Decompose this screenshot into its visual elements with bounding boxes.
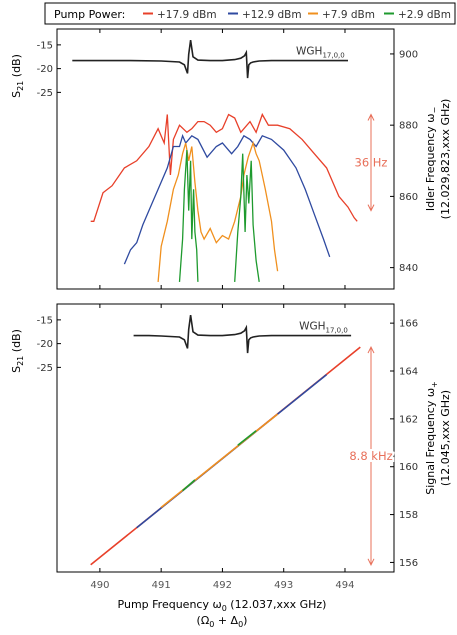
reference-name-sub: 17,0,0 <box>326 327 348 335</box>
x-tick-label-0: 490 <box>90 580 109 591</box>
left-label-sub: 21 <box>16 356 25 366</box>
right-tick-label-1: 880 <box>399 121 418 132</box>
x-tick-label-2: 492 <box>213 580 232 591</box>
annotation-label: 36 Hz <box>355 156 388 170</box>
legend-box <box>44 2 456 25</box>
right-label-main: Idler Frequency ω <box>424 114 437 212</box>
right-tick-label-3: 840 <box>399 263 418 274</box>
left-axis-label: S21 (dB) <box>10 329 25 373</box>
plot-frame <box>56 28 395 290</box>
legend-label-0: +17.9 dBm <box>157 9 217 21</box>
series-3-b <box>234 153 260 282</box>
reference-trace <box>72 39 348 79</box>
right-tick-label-2: 162 <box>399 414 418 425</box>
series-0 <box>90 112 358 222</box>
right-axis-label-line2: (12.045,xxx GHz) <box>439 390 452 486</box>
annotation-arrow-bottom <box>367 558 375 566</box>
right-tick-label-0: 900 <box>399 49 418 60</box>
left-tick-label-2: -25 <box>37 88 53 99</box>
left-label-rest: (dB) <box>10 54 23 81</box>
annotation-label: 8.8 kHz <box>349 449 392 463</box>
right-tick-label-2: 860 <box>399 192 418 203</box>
x-tick-label-1: 491 <box>152 580 171 591</box>
x-label-main: Pump Frequency ω <box>118 598 222 611</box>
right-axis-label-line1: Signal Frequency ω+ <box>424 381 439 495</box>
x-label2-sub1: 0 <box>209 620 214 629</box>
right-label-sub: − <box>430 107 439 114</box>
legend: Pump Power: +17.9 dBm +12.9 dBm +7.9 dBm +2… <box>44 2 456 25</box>
reference-name: WGH <box>296 46 322 58</box>
left-label-main: S <box>10 366 23 373</box>
left-axis-label: S21 (dB) <box>10 54 25 98</box>
x-label-sub: 0 <box>222 604 227 613</box>
left-tick-label-0: -15 <box>37 40 53 51</box>
series-2 <box>160 413 279 509</box>
right-tick-label-4: 158 <box>399 510 418 521</box>
right-label-main: Signal Frequency ω <box>424 388 437 495</box>
right-tick-label-3: 160 <box>399 462 418 473</box>
right-tick-label-0: 166 <box>399 319 418 330</box>
series-3-b <box>237 430 257 446</box>
x-label2-open: (Ω <box>197 614 210 627</box>
x-tick-label-3: 493 <box>274 580 293 591</box>
x-label2-sub2: 0 <box>238 620 243 629</box>
right-axis-label-line1: Idler Frequency ω− <box>424 107 439 211</box>
left-tick-label-1: -20 <box>37 339 53 350</box>
x-label-rest: (12.037,xxx GHz) <box>227 598 327 611</box>
left-label-sub: 21 <box>16 81 25 91</box>
legend-label-3: +2.9 dBm <box>398 9 451 21</box>
legend-label-1: +12.9 dBm <box>242 9 302 21</box>
bottom-panel: -15 -20 -25 S21 (dB) 166 164 162 160 158 156 Signa… <box>10 303 452 573</box>
series-2 <box>157 140 279 282</box>
svg-text:Pump Frequency ω0 (12.037,xxx: Pump Frequency ω0 (12.037,xxx GHz) <box>118 598 327 613</box>
annotation-arrow-top <box>367 345 375 354</box>
right-tick-label-5: 156 <box>399 558 418 569</box>
svg-text:(Ω0 + Δ0): (Ω0 + Δ0) <box>197 614 248 629</box>
left-tick-label-2: -25 <box>37 363 53 374</box>
reference-trace <box>133 314 352 354</box>
reference-name-sub: 17,0,0 <box>322 52 344 60</box>
right-axis-label-line2: (12.029,823,xxx GHz) <box>439 99 452 220</box>
x-tick-labels: 490 491 492 493 494 <box>90 580 354 591</box>
plot-frame <box>56 303 395 573</box>
right-tick-label-1: 164 <box>399 367 418 378</box>
x-axis-label: Pump Frequency ω0 (12.037,xxx GHz) (Ω0 +… <box>118 598 327 629</box>
reference-name: WGH <box>299 321 325 333</box>
left-label-main: S <box>10 91 23 98</box>
right-label-sub: + <box>430 381 439 388</box>
legend-title: Pump Power: <box>54 8 125 21</box>
left-label-rest: (dB) <box>10 329 23 356</box>
annotation-arrow-top <box>367 113 375 121</box>
left-tick-label-1: -20 <box>37 64 53 75</box>
series-3 <box>178 150 199 282</box>
x-label2-close: ) <box>243 614 247 627</box>
reference-trace-label: WGH17,0,0 <box>299 321 348 335</box>
legend-label-2: +7.9 dBm <box>322 9 375 21</box>
series-3 <box>182 479 196 492</box>
x-tick-label-4: 494 <box>335 580 354 591</box>
series-1 <box>123 133 331 265</box>
left-tick-label-0: -15 <box>37 315 53 326</box>
annotation-arrow-bottom <box>367 204 375 212</box>
legend-entries: +17.9 dBm +12.9 dBm +7.9 dBm +2.9 dBm <box>143 9 451 21</box>
reference-trace-label: WGH17,0,0 <box>296 46 345 60</box>
top-panel: -15 -20 -25 S21 (dB) 900 880 860 840 Idler Frequ… <box>10 28 452 290</box>
x-label2-mid: + Δ <box>214 614 238 627</box>
